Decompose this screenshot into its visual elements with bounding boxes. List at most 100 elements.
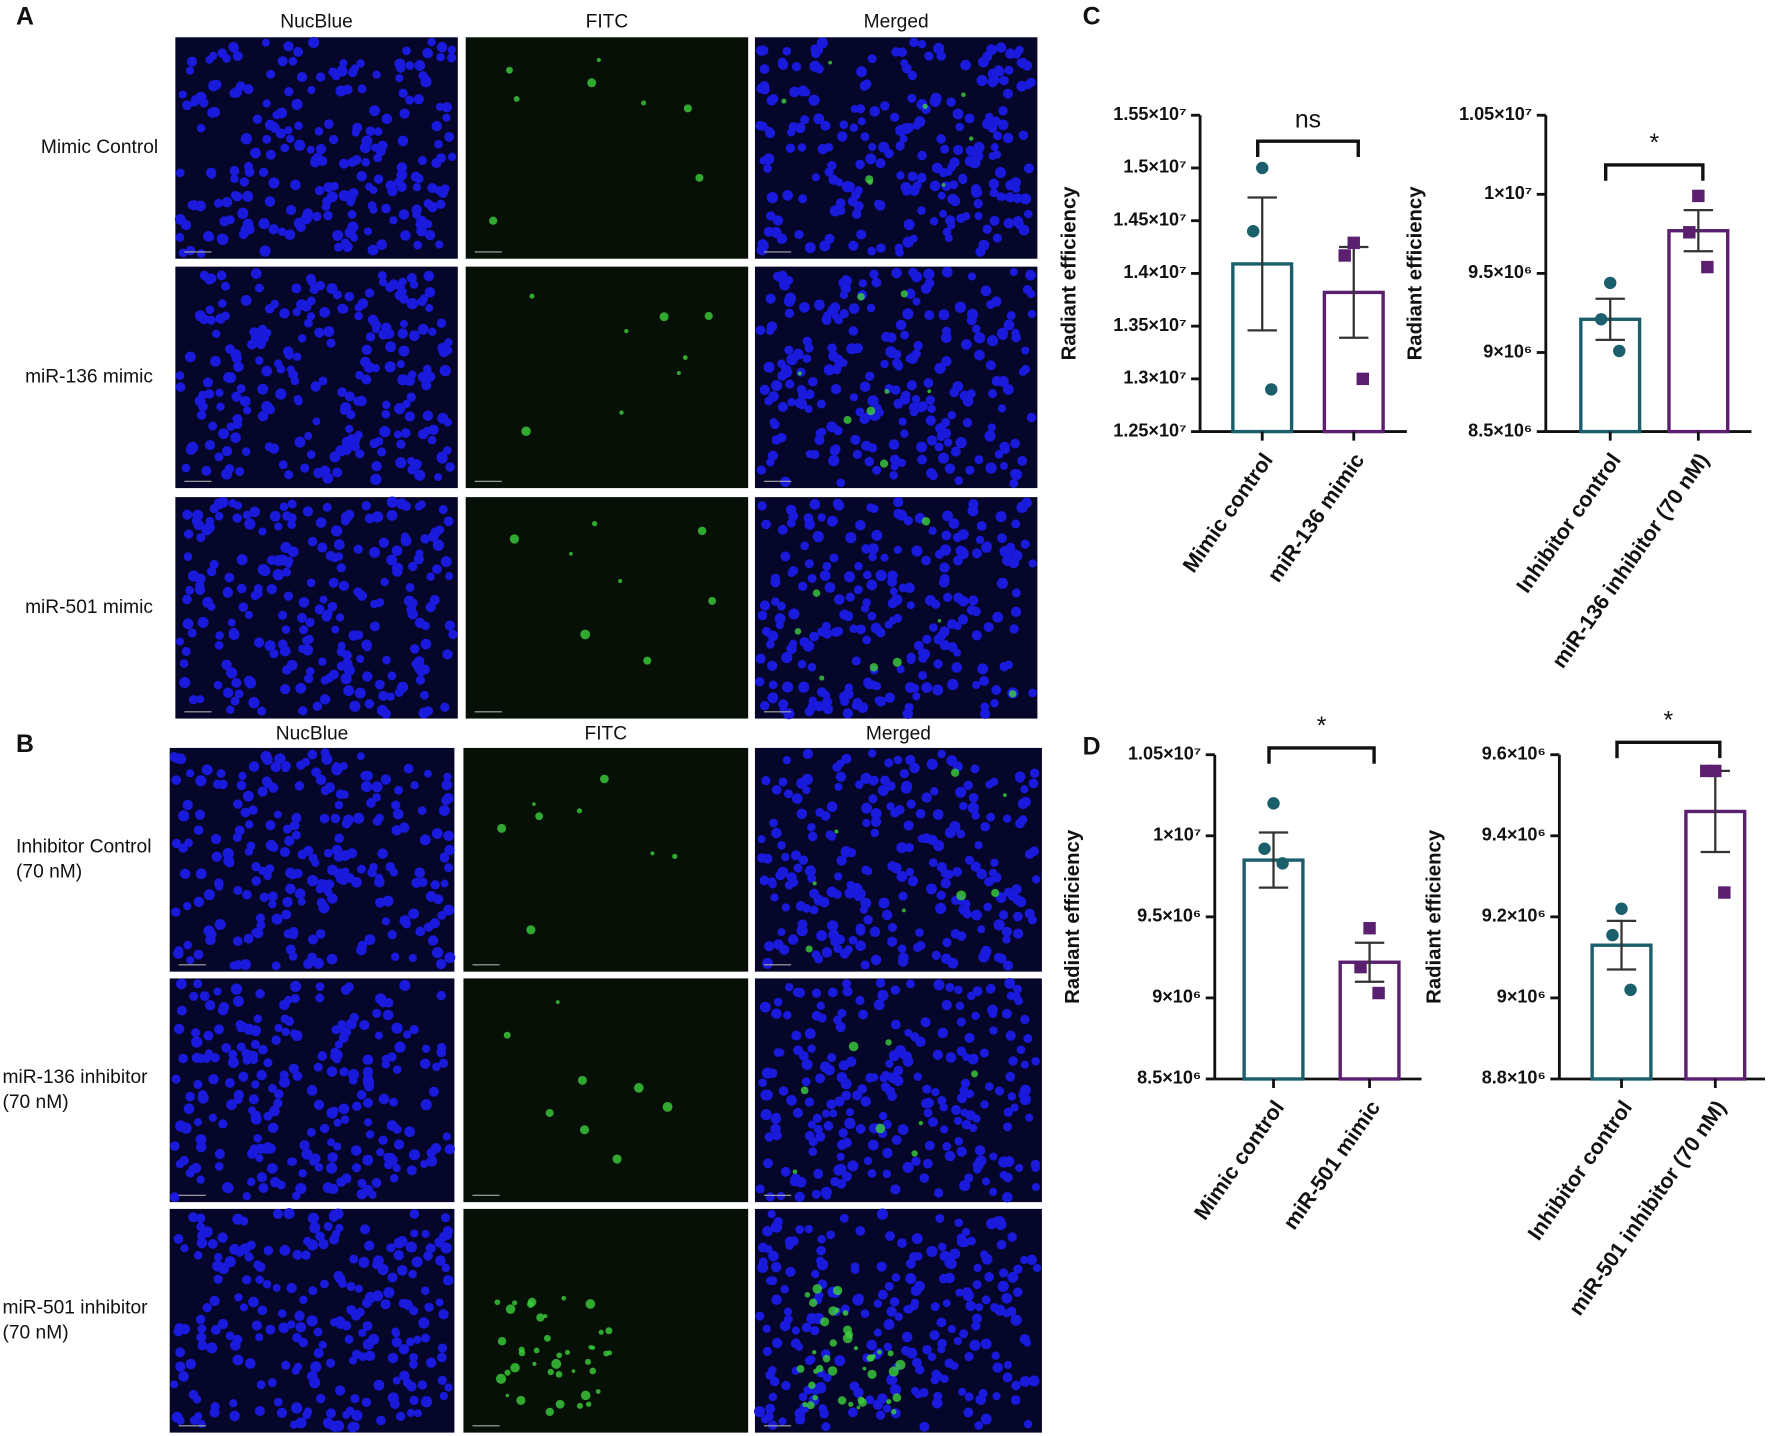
nucleus (420, 690, 429, 700)
nucleus (1012, 1287, 1023, 1297)
nucleus (391, 1327, 400, 1336)
nucleus (418, 71, 428, 81)
nucleus (376, 1148, 385, 1157)
nucleus (777, 841, 786, 850)
nucleus (226, 705, 235, 714)
nucleus (279, 502, 289, 512)
y-tick-label: 8.5×10⁶ (1468, 420, 1532, 440)
nucleus (870, 807, 882, 819)
nucleus (869, 106, 881, 117)
nucleus (954, 476, 963, 485)
nucleus (831, 364, 842, 375)
nucleus (344, 190, 354, 200)
nucleus (438, 805, 450, 816)
nucleus (928, 471, 938, 481)
fitc-spot (605, 1327, 613, 1335)
nucleus (261, 365, 273, 377)
nucleus (816, 687, 827, 698)
nucleus (409, 1306, 419, 1316)
nucleus (790, 850, 802, 861)
data-point (1372, 986, 1385, 1000)
nucleus (901, 63, 912, 74)
nucleus (798, 1392, 808, 1402)
nucleus (432, 539, 444, 551)
column-header: Merged (864, 12, 929, 33)
nucleus (253, 1014, 262, 1023)
nucleus (178, 1053, 188, 1064)
nucleus (208, 1074, 219, 1085)
nucleus (860, 1096, 871, 1107)
nucleus (1003, 1107, 1014, 1117)
nucleus (864, 456, 875, 467)
nucleus (321, 611, 332, 622)
nucleus (443, 793, 454, 804)
micrograph (465, 266, 749, 489)
nucleus (801, 1322, 812, 1333)
nucleus (928, 526, 937, 536)
nucleus (195, 1213, 206, 1224)
nucleus (243, 933, 254, 944)
nucleus (185, 1091, 195, 1102)
nucleus (768, 391, 779, 402)
nucleus (338, 1033, 349, 1044)
column-header: FITC (586, 12, 629, 33)
fitc-spot (802, 1401, 808, 1408)
nucleus (213, 987, 222, 996)
nucleus (331, 1025, 341, 1035)
nucleus (942, 227, 952, 237)
micrograph-bg (463, 1208, 749, 1433)
nucleus (365, 1130, 375, 1139)
nucleus (851, 701, 861, 710)
nucleus (1004, 546, 1014, 556)
nucleus (438, 505, 448, 515)
nucleus (185, 585, 194, 595)
nucleus (1011, 328, 1020, 338)
nucleus (210, 833, 222, 845)
fitc-spot (505, 1393, 510, 1398)
nucleus (945, 982, 955, 992)
nucleus (989, 1026, 998, 1035)
nucleus (395, 1411, 406, 1422)
nucleus (776, 1191, 786, 1201)
nucleus (912, 297, 921, 306)
nucleus (244, 677, 257, 689)
fitc-spot (879, 459, 889, 468)
micrograph-bg (463, 978, 749, 1203)
nucleus (890, 807, 900, 818)
nucleus (983, 622, 994, 633)
nucleus (195, 1141, 207, 1153)
nucleus (431, 158, 442, 169)
nucleus (902, 236, 914, 248)
nucleus (961, 339, 972, 350)
nucleus (767, 660, 778, 671)
nucleus (965, 465, 975, 475)
nucleus (847, 196, 858, 207)
nucleus (175, 232, 185, 242)
nucleus (242, 190, 254, 202)
nucleus (382, 1009, 394, 1021)
data-point (1265, 383, 1278, 396)
nucleus (221, 281, 231, 291)
nucleus (889, 587, 898, 596)
nucleus (201, 524, 213, 536)
nucleus (979, 676, 989, 686)
nucleus (890, 862, 902, 874)
nucleus (1026, 1254, 1037, 1266)
y-tick-label: 1.3×10⁷ (1123, 368, 1186, 388)
nucleus (997, 119, 1009, 131)
nucleus (224, 858, 235, 868)
nucleus (791, 1326, 800, 1335)
nucleus (940, 1125, 949, 1134)
nucleus (896, 171, 905, 180)
fitc-spot (804, 1292, 811, 1298)
nucleus (996, 327, 1009, 339)
nucleus (762, 1226, 773, 1237)
nucleus (761, 776, 771, 786)
nucleus (332, 1142, 342, 1151)
nucleus (234, 689, 244, 699)
nucleus (1023, 1419, 1033, 1429)
nucleus (296, 222, 306, 232)
nucleus (976, 74, 988, 86)
nucleus (974, 455, 984, 465)
nucleus (802, 785, 811, 795)
